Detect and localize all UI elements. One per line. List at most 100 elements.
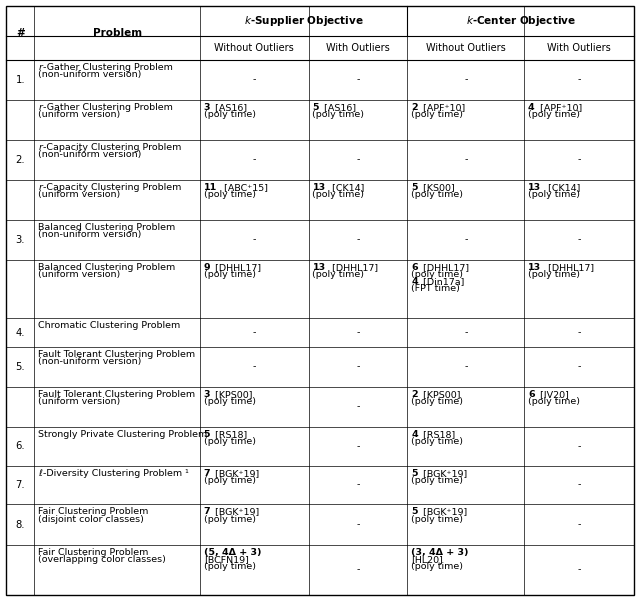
Text: (poly time): (poly time) <box>312 190 365 199</box>
Text: r: r <box>38 183 42 192</box>
Text: (poly time): (poly time) <box>204 476 256 485</box>
Text: 9: 9 <box>204 263 211 272</box>
Text: -Gather Clustering Problem: -Gather Clustering Problem <box>44 63 173 72</box>
Text: -Gather Clustering Problem: -Gather Clustering Problem <box>44 103 173 112</box>
Text: 4: 4 <box>528 103 534 112</box>
Text: Balanced Clustering Problem: Balanced Clustering Problem <box>38 223 175 232</box>
Text: Strongly Private Clustering Problem: Strongly Private Clustering Problem <box>38 430 207 439</box>
Text: 4: 4 <box>412 277 418 286</box>
Text: (poly time): (poly time) <box>204 270 256 279</box>
Text: [HL20]: [HL20] <box>412 555 443 564</box>
Text: (uniform version): (uniform version) <box>38 110 120 119</box>
Text: [BGK⁺19]: [BGK⁺19] <box>212 469 260 478</box>
Text: Fair Clustering Problem: Fair Clustering Problem <box>38 507 148 516</box>
Text: 7.: 7. <box>15 480 25 490</box>
Text: 4: 4 <box>412 430 418 439</box>
Text: -: - <box>253 75 256 84</box>
Text: Problem: Problem <box>93 28 141 38</box>
Text: 2: 2 <box>412 390 418 399</box>
Text: [RS18]: [RS18] <box>420 430 455 439</box>
Text: -Capacity Clustering Problem: -Capacity Clustering Problem <box>44 183 182 192</box>
Text: -: - <box>253 328 256 337</box>
Text: -: - <box>577 156 580 165</box>
Text: 13: 13 <box>312 263 326 272</box>
Text: [APF⁺10]: [APF⁺10] <box>420 103 465 112</box>
Text: -Capacity Clustering Problem: -Capacity Clustering Problem <box>44 143 182 152</box>
Text: -: - <box>464 328 467 337</box>
Text: [APF⁺10]: [APF⁺10] <box>536 103 582 112</box>
Text: (3, 4Δ + 3): (3, 4Δ + 3) <box>412 548 468 557</box>
Text: (poly time): (poly time) <box>412 562 463 571</box>
Text: (poly time): (poly time) <box>204 562 256 571</box>
Text: 11: 11 <box>204 183 217 192</box>
Text: -: - <box>253 236 256 245</box>
Text: 13: 13 <box>528 263 541 272</box>
Text: (poly time): (poly time) <box>204 190 256 199</box>
Text: Balanced Clustering Problem: Balanced Clustering Problem <box>38 263 175 272</box>
Text: -: - <box>356 402 360 411</box>
Text: ℓ: ℓ <box>38 469 42 478</box>
Text: Fault Tolerant Clustering Problem: Fault Tolerant Clustering Problem <box>38 350 195 359</box>
Text: -: - <box>356 75 360 84</box>
Text: [DHHL17]: [DHHL17] <box>212 263 261 272</box>
Text: Without Outliers: Without Outliers <box>214 43 294 53</box>
Text: (disjoint color classes): (disjoint color classes) <box>38 514 144 523</box>
Text: -: - <box>356 236 360 245</box>
Text: -: - <box>253 362 256 371</box>
Text: (uniform version): (uniform version) <box>38 397 120 406</box>
Text: (poly time): (poly time) <box>204 110 256 119</box>
Text: With Outliers: With Outliers <box>326 43 390 53</box>
Text: -: - <box>464 236 467 245</box>
Text: [IV20]: [IV20] <box>536 390 568 399</box>
Text: 4.: 4. <box>15 328 25 338</box>
Text: (poly time): (poly time) <box>528 110 580 119</box>
Text: Fair Clustering Problem: Fair Clustering Problem <box>38 548 148 557</box>
Text: [CK14]: [CK14] <box>330 183 365 192</box>
Text: With Outliers: With Outliers <box>547 43 611 53</box>
Text: -Diversity Clustering Problem ¹: -Diversity Clustering Problem ¹ <box>44 469 189 478</box>
Text: -: - <box>577 362 580 371</box>
Text: 3: 3 <box>204 103 210 112</box>
Text: (poly time): (poly time) <box>412 270 463 279</box>
Text: -: - <box>577 75 580 84</box>
Text: (poly time): (poly time) <box>412 476 463 485</box>
Text: [BGK⁺19]: [BGK⁺19] <box>420 469 467 478</box>
Text: 5.: 5. <box>15 362 25 372</box>
Text: (non-uniform version): (non-uniform version) <box>38 70 141 79</box>
Text: [BCFN19]: [BCFN19] <box>204 555 248 564</box>
Text: [CK14]: [CK14] <box>545 183 580 192</box>
Text: [AS16]: [AS16] <box>212 103 247 112</box>
Text: (5, 4Δ + 3): (5, 4Δ + 3) <box>204 548 261 557</box>
Text: 5: 5 <box>204 430 210 439</box>
Text: -: - <box>577 328 580 337</box>
Text: -: - <box>356 442 360 451</box>
Text: (FPT time): (FPT time) <box>412 284 460 293</box>
Text: -: - <box>464 362 467 371</box>
Text: 3: 3 <box>204 390 210 399</box>
Text: (poly time): (poly time) <box>528 397 580 406</box>
Text: [BGK⁺19]: [BGK⁺19] <box>420 507 467 516</box>
Text: Chromatic Clustering Problem: Chromatic Clustering Problem <box>38 322 180 331</box>
Text: r: r <box>38 143 42 152</box>
Text: 5: 5 <box>312 103 319 112</box>
Text: [KS00]: [KS00] <box>420 183 454 192</box>
Text: -: - <box>356 328 360 337</box>
Text: (uniform version): (uniform version) <box>38 270 120 279</box>
Text: (non-uniform version): (non-uniform version) <box>38 150 141 159</box>
Text: 2.: 2. <box>15 155 25 165</box>
Text: (non-uniform version): (non-uniform version) <box>38 230 141 239</box>
Text: -: - <box>577 520 580 529</box>
Text: -: - <box>577 442 580 451</box>
Text: (poly time): (poly time) <box>312 270 365 279</box>
Text: -: - <box>464 156 467 165</box>
Text: -: - <box>356 362 360 371</box>
Text: (poly time): (poly time) <box>204 397 256 406</box>
Text: (non-uniform version): (non-uniform version) <box>38 357 141 366</box>
Text: -: - <box>356 156 360 165</box>
Text: -: - <box>356 566 360 575</box>
Text: 6.: 6. <box>15 441 25 451</box>
Text: 13: 13 <box>528 183 541 192</box>
Text: r: r <box>38 103 42 112</box>
Text: [BGK⁺19]: [BGK⁺19] <box>212 507 260 516</box>
Text: 6: 6 <box>528 390 534 399</box>
